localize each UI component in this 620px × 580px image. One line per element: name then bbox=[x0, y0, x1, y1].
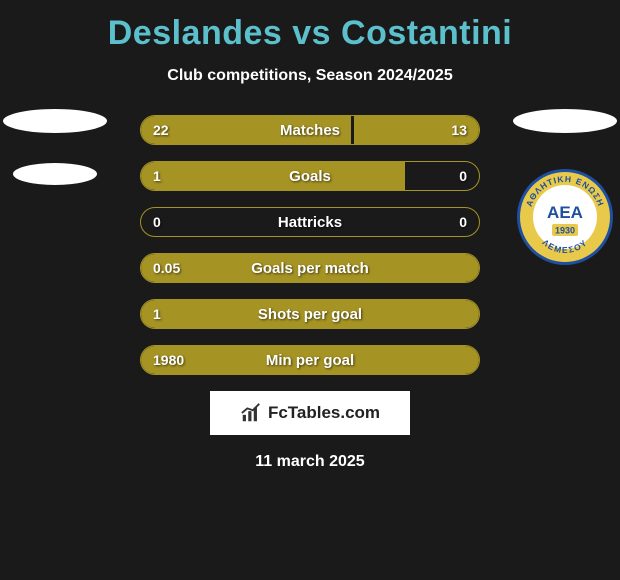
stat-bar: Goals per match0.05 bbox=[140, 253, 480, 283]
club-badge-ael: ΑΘΛΗΤΙΚΗ ΕΝΩΣΗ ΛΕΜΕΣΟΥ AEA 1930 bbox=[515, 167, 615, 267]
placeholder-icon bbox=[13, 163, 97, 185]
chart-icon bbox=[240, 402, 262, 424]
footer-brand-text: FcTables.com bbox=[268, 403, 380, 423]
stat-bar-label: Goals per match bbox=[141, 254, 479, 282]
stat-bar-value-left: 0 bbox=[153, 208, 161, 236]
placeholder-icon bbox=[3, 109, 107, 133]
stat-bar-value-left: 0.05 bbox=[153, 254, 180, 282]
subtitle: Club competitions, Season 2024/2025 bbox=[0, 67, 620, 85]
stat-bar: Shots per goal1 bbox=[140, 299, 480, 329]
stat-bar-label: Shots per goal bbox=[141, 300, 479, 328]
placeholder-icon bbox=[513, 109, 617, 133]
stat-bar: Hattricks0 0 bbox=[140, 207, 480, 237]
stat-bar-label: Hattricks bbox=[141, 208, 479, 236]
stat-bar-label: Goals bbox=[141, 162, 479, 190]
stat-bar-value-left: 1980 bbox=[153, 346, 184, 374]
stat-bar-label: Matches bbox=[141, 116, 479, 144]
player-left-badge bbox=[0, 109, 110, 239]
stat-bar-value-left: 1 bbox=[153, 300, 161, 328]
comparison-card: Deslandes vs Costantini Club competition… bbox=[0, 0, 620, 481]
stat-bar-value-right: 0 bbox=[459, 208, 467, 236]
stat-bar-value-left: 1 bbox=[153, 162, 161, 190]
stats-area: ΑΘΛΗΤΙΚΗ ΕΝΩΣΗ ΛΕΜΕΣΟΥ AEA 1930 Matches2… bbox=[0, 115, 620, 375]
page-title: Deslandes vs Costantini bbox=[0, 14, 620, 53]
badge-center-text: AEA bbox=[547, 203, 583, 222]
stat-bar-label: Min per goal bbox=[141, 346, 479, 374]
stat-bar: Matches22 13 bbox=[140, 115, 480, 145]
stat-bar: Goals1 0 bbox=[140, 161, 480, 191]
stat-bar-value-right: 13 bbox=[451, 116, 467, 144]
date-label: 11 march 2025 bbox=[0, 453, 620, 471]
stat-bar-value-left: 22 bbox=[153, 116, 169, 144]
stat-bar-value-right: 0 bbox=[459, 162, 467, 190]
badge-year: 1930 bbox=[555, 226, 575, 236]
stat-bar: Min per goal1980 bbox=[140, 345, 480, 375]
player-right-badge: ΑΘΛΗΤΙΚΗ ΕΝΩΣΗ ΛΕΜΕΣΟΥ AEA 1930 bbox=[510, 109, 620, 239]
footer-brand-logo: FcTables.com bbox=[210, 391, 410, 435]
